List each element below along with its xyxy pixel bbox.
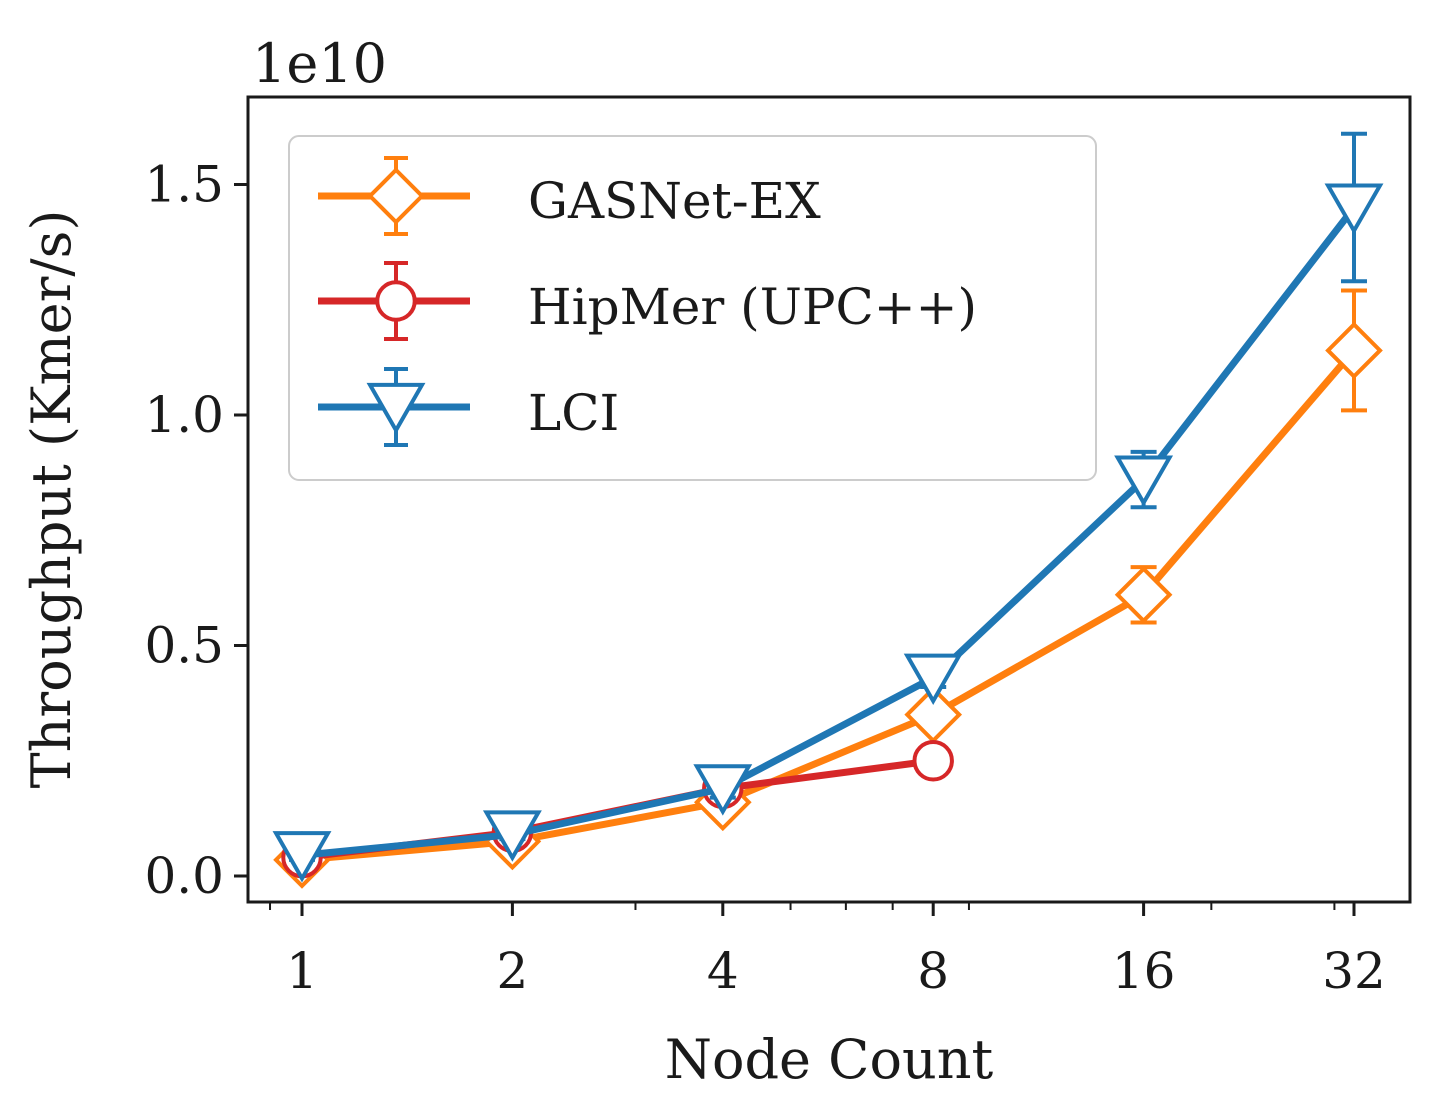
data-point — [912, 740, 954, 782]
x-minor-ticks — [269, 902, 1336, 910]
data-point — [1114, 455, 1174, 507]
y-axis-label: Throughput (Kmer/s) — [20, 210, 83, 789]
y-tick-label: 0.0 — [144, 847, 224, 905]
series-2 — [272, 131, 1384, 883]
y-tick-label: 1.0 — [144, 386, 224, 444]
legend-marker — [375, 280, 417, 322]
data-point — [1114, 565, 1173, 624]
data-point — [272, 831, 332, 883]
series-line — [298, 346, 1358, 864]
y-axis: 0.0 0.5 1.0 1.5 — [144, 156, 248, 905]
legend: GASNet-EX HipMer (UPC++) LCI — [288, 135, 1097, 481]
series-line — [298, 204, 1358, 859]
data-point — [693, 764, 753, 816]
series-layer — [272, 131, 1384, 889]
x-axis: 1 2 4 8 16 32 — [286, 902, 1386, 1000]
legend-label-hipmer: HipMer (UPC++) — [528, 278, 977, 336]
y-tick-label: 1.5 — [144, 156, 224, 214]
legend-marker — [366, 382, 426, 435]
x-tick-label: 16 — [1112, 942, 1176, 1000]
data-point — [482, 810, 542, 862]
x-tick-label: 1 — [286, 942, 318, 1000]
data-point — [903, 653, 963, 705]
x-axis-label: Node Count — [665, 1028, 994, 1091]
data-point — [1325, 321, 1383, 380]
legend-label-lci: LCI — [528, 384, 619, 442]
legend-box — [288, 135, 1097, 481]
x-tick-label: 8 — [917, 942, 949, 1000]
y-tick-label: 0.5 — [144, 617, 224, 675]
x-tick-label: 2 — [496, 942, 528, 1000]
x-tick-label: 32 — [1322, 942, 1386, 1000]
x-tick-label: 4 — [707, 942, 739, 1000]
legend-label-gasnet: GASNet-EX — [528, 172, 821, 230]
data-point — [1324, 183, 1384, 235]
y-offset-label: 1e10 — [252, 32, 387, 95]
legend-marker — [367, 167, 425, 225]
